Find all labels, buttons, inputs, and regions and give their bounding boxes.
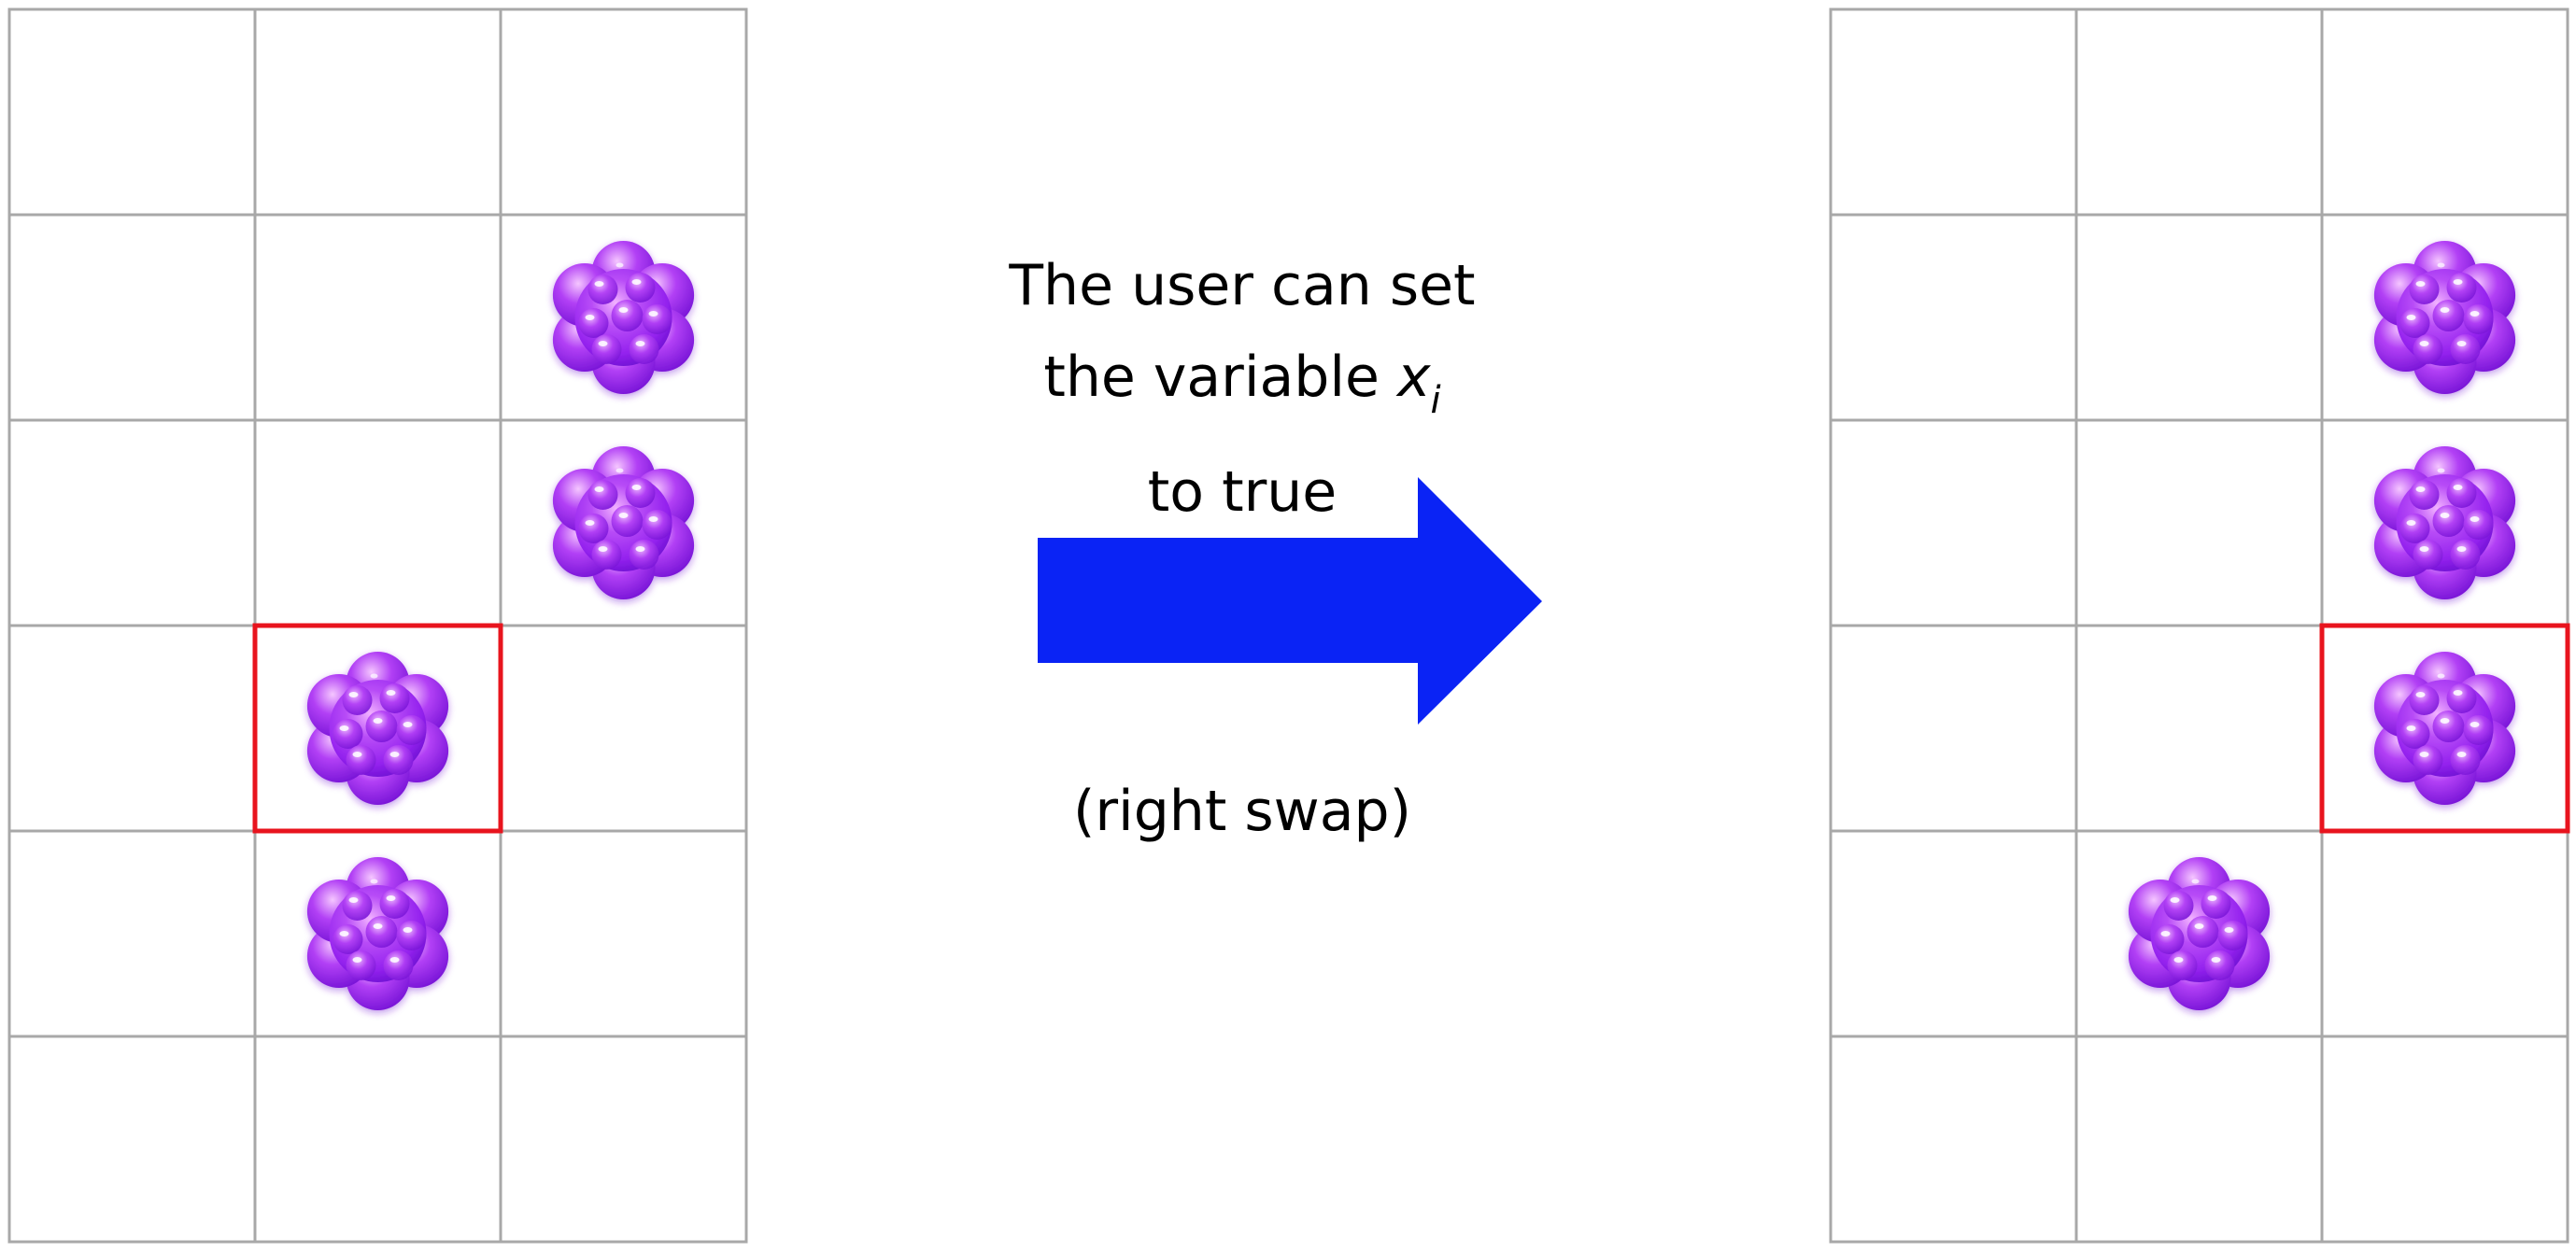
- grid-cell: [499, 7, 748, 217]
- grid-cell: [253, 7, 502, 217]
- caption-line-1: The user can set: [1009, 253, 1476, 318]
- swap-note: (right swap): [1072, 779, 1412, 844]
- grid-cell: [2320, 1035, 2569, 1244]
- grid-cell: [1829, 418, 2078, 627]
- grid-cell: [253, 418, 502, 627]
- grid-cell: [7, 624, 257, 833]
- grid-cell: [499, 829, 748, 1038]
- right-arrow-icon: [1038, 477, 1542, 725]
- grid-cell: [2074, 213, 2324, 422]
- highlighted-cell: [2319, 623, 2570, 834]
- grid-cell: [2074, 7, 2324, 217]
- grid-cell: [499, 1035, 748, 1244]
- highlighted-cell: [252, 623, 503, 834]
- grid-cell: [7, 1035, 257, 1244]
- grid-cell: [1829, 7, 2078, 217]
- grid-cell: [7, 7, 257, 217]
- grid-cell: [253, 1035, 502, 1244]
- caption-line-2-prefix: the variable: [1043, 345, 1380, 410]
- grid-cell: [2320, 7, 2569, 217]
- grid-cell: [2074, 418, 2324, 627]
- variable-symbol: x: [1397, 345, 1431, 410]
- grid-cell: [499, 624, 748, 833]
- variable-subscript: i: [1430, 379, 1441, 422]
- caption-line-2: the variable xi: [971, 331, 1513, 446]
- transition-caption: The user can set the variable xi to true: [971, 240, 1513, 538]
- board-before: [7, 7, 748, 1244]
- grid-cell: [2074, 1035, 2324, 1244]
- grid-cell: [2074, 624, 2324, 833]
- grid-cell: [1829, 1035, 2078, 1244]
- caption-line-3: to true: [1147, 459, 1338, 525]
- grid-cell: [2320, 829, 2569, 1038]
- board-after: [1829, 7, 2570, 1244]
- grid-cell: [1829, 829, 2078, 1038]
- grid-cell: [7, 418, 257, 627]
- grid-cell: [7, 213, 257, 422]
- grid-cell: [1829, 624, 2078, 833]
- grid-cell: [7, 829, 257, 1038]
- grid-cell: [1829, 213, 2078, 422]
- grid-cell: [253, 213, 502, 422]
